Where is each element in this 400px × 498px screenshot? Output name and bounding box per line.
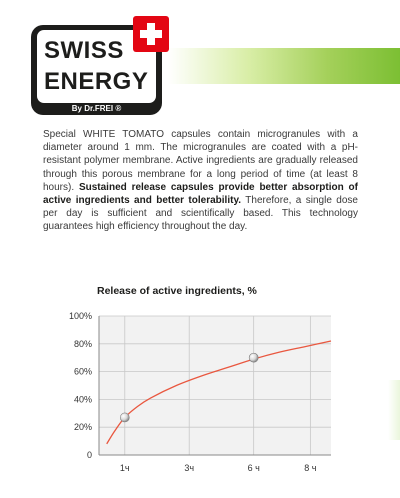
data-point-marker: [248, 352, 259, 363]
x-tick-label: 6 ч: [248, 463, 261, 473]
chart-title: Release of active ingredients, %: [97, 285, 257, 297]
data-point-marker: [119, 412, 130, 423]
x-tick-label: 1ч: [120, 463, 130, 473]
y-tick-label: 20%: [74, 422, 92, 432]
logo-subtitle: By Dr.FREI ®: [71, 104, 122, 113]
description-text-1: Special WHITE TOMATO capsules contain mi…: [43, 129, 358, 193]
logo-panel: SWISS ENERGY: [37, 30, 156, 103]
side-decoration: [388, 380, 400, 440]
product-description: Special WHITE TOMATO capsules contain mi…: [43, 128, 358, 234]
description-bold: Sustained release capsules provide bette…: [43, 181, 358, 207]
description-text-2: Therefore, a single dose per day is suff…: [43, 195, 358, 233]
swiss-cross-icon: [133, 16, 169, 52]
logo-text-energy: ENERGY: [44, 68, 149, 95]
plot-area: [99, 316, 331, 455]
logo-text-swiss: SWISS: [44, 37, 124, 64]
y-tick-label: 80%: [74, 339, 92, 349]
y-tick-label: 0: [87, 450, 92, 460]
y-tick-label: 60%: [74, 367, 92, 377]
y-tick-label: 100%: [69, 311, 92, 321]
x-tick-label: 3ч: [184, 463, 194, 473]
y-tick-label: 40%: [74, 394, 92, 404]
x-tick-label: 8 ч: [304, 463, 317, 473]
